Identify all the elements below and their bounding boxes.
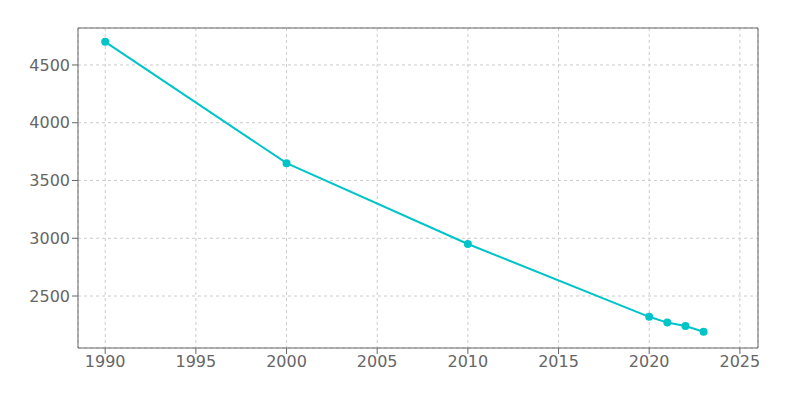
svg-text:3000: 3000 (29, 229, 70, 248)
svg-text:2025: 2025 (720, 352, 761, 371)
svg-text:1995: 1995 (176, 352, 217, 371)
svg-text:2020: 2020 (629, 352, 670, 371)
svg-text:2005: 2005 (357, 352, 398, 371)
svg-text:1990: 1990 (85, 352, 126, 371)
svg-text:2000: 2000 (266, 352, 307, 371)
svg-text:4000: 4000 (29, 113, 70, 132)
svg-text:2010: 2010 (448, 352, 489, 371)
svg-text:2500: 2500 (29, 287, 70, 306)
svg-text:3500: 3500 (29, 171, 70, 190)
svg-text:2015: 2015 (538, 352, 579, 371)
svg-text:4500: 4500 (29, 56, 70, 75)
